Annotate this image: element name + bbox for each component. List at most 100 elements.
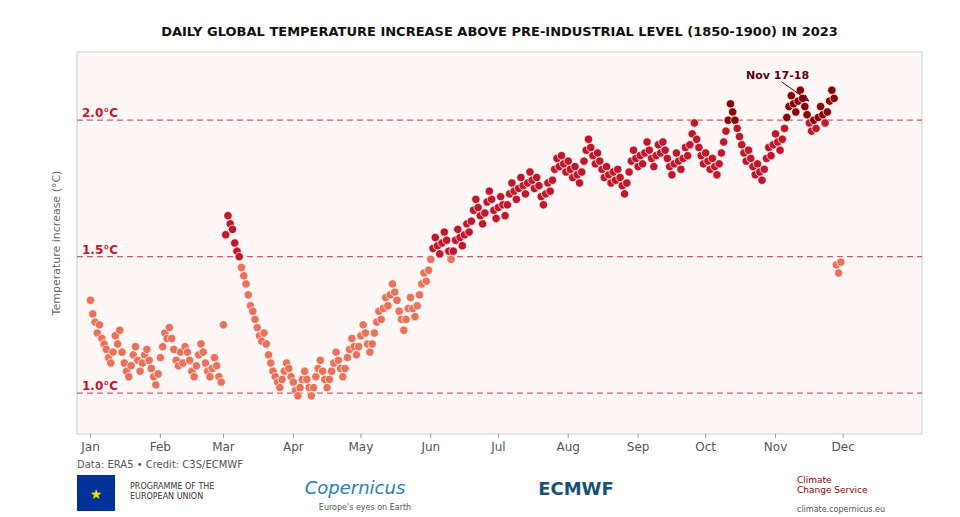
scatter-point (508, 179, 516, 187)
x-tick (160, 434, 161, 438)
scatter-point (235, 252, 243, 260)
footer-text: ECMWF (538, 478, 614, 499)
x-tick-label: May (349, 440, 374, 454)
scatter-point (318, 367, 326, 375)
scatter-point (638, 160, 646, 168)
scatter-point (323, 383, 331, 391)
scatter-point (231, 239, 239, 247)
scatter-point (316, 356, 324, 364)
scatter-point (156, 353, 164, 361)
scatter-point (260, 329, 268, 337)
scatter-point (339, 373, 347, 381)
scatter-point (165, 323, 173, 331)
scatter-point (440, 228, 448, 236)
scatter-point (767, 151, 775, 159)
footer-text-line: Climate (797, 475, 832, 485)
scatter-point (564, 157, 572, 165)
scatter-point (695, 143, 703, 151)
scatter-point (823, 108, 831, 116)
scatter-point (431, 233, 439, 241)
scatter-point (830, 94, 838, 102)
scatter-point (584, 135, 592, 143)
scatter-point (249, 307, 257, 315)
scatter-point (753, 160, 761, 168)
scatter-point (262, 340, 270, 348)
x-tick-label: Jan (80, 440, 100, 454)
footer-text: Copernicus (305, 477, 406, 498)
scatter-point (575, 179, 583, 187)
scatter-point (368, 340, 376, 348)
scatter-point (778, 135, 786, 143)
scatter-point (388, 280, 396, 288)
scatter-point (242, 280, 250, 288)
footer: ★PROGRAMME OF THEEUROPEAN UNIONCopernicu… (77, 475, 885, 514)
scatter-point (384, 302, 392, 310)
scatter-point (167, 334, 175, 342)
scatter-point (352, 351, 360, 359)
scatter-point (190, 373, 198, 381)
scatter-point (267, 359, 275, 367)
scatter-point (237, 263, 245, 271)
x-tick-label: Mar (212, 440, 235, 454)
scatter-point (201, 359, 209, 367)
x-tick-label: Aug (557, 440, 580, 454)
scatter-point (780, 124, 788, 132)
scatter-point (834, 269, 842, 277)
x-tick-label: Jul (490, 440, 505, 454)
annotation-text: Nov 17-18 (746, 69, 809, 82)
scatter-point (708, 154, 716, 162)
footer-text-line: EUROPEAN UNION (130, 492, 203, 501)
footer-text: ClimateChange Service (797, 475, 868, 495)
x-tick (223, 434, 224, 438)
scatter-point (393, 296, 401, 304)
scatter-point (571, 162, 579, 170)
scatter-point (107, 359, 115, 367)
scatter-point (492, 214, 500, 222)
scatter-point (348, 334, 356, 342)
chart-title: DAILY GLOBAL TEMPERATURE INCREASE ABOVE … (161, 24, 838, 39)
scatter-point (715, 160, 723, 168)
scatter-point (776, 146, 784, 154)
footer-text-line: PROGRAMME OF THE (130, 482, 214, 491)
source-text: Data: ERA5 • Credit: C3S/ECMWF (77, 459, 243, 470)
scatter-point (391, 288, 399, 296)
footer-text: Europe's eyes on Earth (319, 503, 411, 512)
scatter-point (465, 228, 473, 236)
threshold-label: 1.5°C (82, 243, 118, 257)
scatter-point (359, 321, 367, 329)
scatter-point (625, 168, 633, 176)
scatter-point (747, 154, 755, 162)
scatter-point (620, 190, 628, 198)
scatter-point (816, 102, 824, 110)
scatter-point (406, 293, 414, 301)
scatter-point (467, 217, 475, 225)
scatter-point (183, 348, 191, 356)
scatter-point (312, 373, 320, 381)
scatter-point (532, 173, 540, 181)
threshold-label: 2.0°C (82, 106, 118, 120)
scatter-point (143, 345, 151, 353)
scatter-point (587, 143, 595, 151)
scatter-point (307, 392, 315, 400)
scatter-point (650, 162, 658, 170)
scatter-point (251, 315, 259, 323)
scatter-point (300, 367, 308, 375)
scatter-point (294, 392, 302, 400)
scatter-point (481, 209, 489, 217)
x-tick-label: Sep (627, 440, 650, 454)
scatter-point (629, 146, 637, 154)
scatter-point (645, 146, 653, 154)
x-tick-label: Dec (832, 440, 855, 454)
scatter-point (546, 187, 554, 195)
scatter-point (729, 108, 737, 116)
scatter-point (526, 168, 534, 176)
scatter-point (264, 351, 272, 359)
scatter-point (602, 162, 610, 170)
scatter-point (213, 362, 221, 370)
scatter-point (395, 307, 403, 315)
footer-text: climate.copernicus.eu (797, 505, 885, 514)
scatter-point (686, 141, 694, 149)
scatter-point (744, 146, 752, 154)
scatter-point (454, 225, 462, 233)
scatter-point (147, 364, 155, 372)
